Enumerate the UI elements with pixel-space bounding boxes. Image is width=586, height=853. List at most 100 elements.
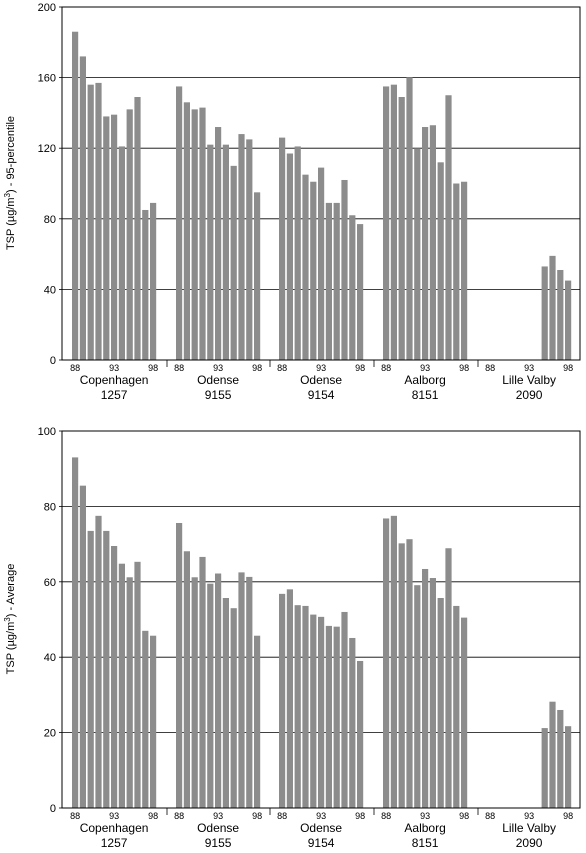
x-tick-label: 88 bbox=[70, 811, 80, 821]
bar bbox=[294, 605, 301, 808]
x-tick-label: 93 bbox=[316, 811, 326, 821]
x-tick-label: 88 bbox=[277, 811, 287, 821]
bar-group bbox=[383, 515, 468, 808]
bar bbox=[398, 97, 405, 360]
bar bbox=[437, 598, 444, 808]
group-name-label: Odense bbox=[197, 373, 239, 387]
x-tick-label: 93 bbox=[524, 363, 534, 373]
bar bbox=[357, 660, 364, 808]
bar bbox=[383, 518, 390, 808]
bar bbox=[341, 611, 348, 808]
y-tick-label: 20 bbox=[44, 728, 56, 740]
bar bbox=[254, 192, 261, 360]
group-code-label: 9155 bbox=[205, 388, 232, 402]
bar bbox=[333, 202, 340, 360]
bar bbox=[279, 137, 286, 360]
group-code-label: 9154 bbox=[308, 388, 335, 402]
bar-group bbox=[541, 255, 572, 360]
y-tick-label: 60 bbox=[44, 577, 56, 589]
group-code-label: 1257 bbox=[101, 388, 128, 402]
bar bbox=[150, 635, 157, 808]
bar bbox=[302, 605, 309, 808]
bar bbox=[390, 515, 397, 808]
x-tick-label: 93 bbox=[316, 363, 326, 373]
bar bbox=[541, 728, 548, 808]
bar bbox=[72, 457, 79, 808]
group-code-label: 2090 bbox=[516, 388, 543, 402]
bar bbox=[557, 709, 564, 808]
bar bbox=[429, 578, 436, 808]
bar bbox=[549, 255, 556, 360]
bar bbox=[445, 95, 452, 360]
bar bbox=[134, 97, 141, 360]
bar bbox=[414, 585, 421, 808]
bar bbox=[294, 146, 301, 360]
bar bbox=[183, 102, 190, 360]
bar bbox=[414, 148, 421, 360]
bar bbox=[215, 127, 222, 361]
y-tick-label: 160 bbox=[38, 73, 56, 85]
bar bbox=[406, 539, 413, 808]
bar bbox=[246, 576, 253, 808]
y-axis-label-part: ) - 95-percentile bbox=[5, 116, 17, 193]
y-tick-label: 40 bbox=[44, 284, 56, 296]
group-code-label: 8151 bbox=[412, 388, 439, 402]
group-name-label: Aalborg bbox=[404, 373, 445, 387]
bar bbox=[318, 616, 325, 808]
bar bbox=[302, 174, 309, 360]
bar bbox=[103, 530, 110, 808]
bar bbox=[445, 548, 452, 808]
bar bbox=[318, 167, 325, 360]
group-name-label: Copenhagen bbox=[80, 373, 149, 387]
bar-group bbox=[279, 137, 364, 360]
bar bbox=[557, 269, 564, 360]
bar bbox=[238, 134, 245, 360]
x-tick-label: 98 bbox=[563, 811, 573, 821]
bar bbox=[191, 109, 198, 361]
group-name-label: Lille Valby bbox=[502, 821, 556, 835]
bar bbox=[134, 561, 141, 808]
bar bbox=[87, 530, 94, 808]
y-tick-label: 0 bbox=[50, 803, 56, 815]
bar bbox=[176, 86, 183, 361]
x-tick-label: 88 bbox=[485, 363, 495, 373]
bar bbox=[126, 577, 133, 808]
x-tick-label: 93 bbox=[109, 811, 119, 821]
bar bbox=[254, 635, 261, 808]
bar bbox=[429, 125, 436, 360]
bar bbox=[286, 589, 293, 808]
bar bbox=[199, 556, 206, 808]
x-tick-label: 98 bbox=[252, 363, 262, 373]
bar bbox=[310, 614, 317, 808]
bar-group bbox=[383, 77, 468, 361]
y-tick-label: 80 bbox=[44, 501, 56, 513]
bar bbox=[207, 144, 214, 360]
bar bbox=[349, 215, 356, 360]
group-code-label: 2090 bbox=[516, 836, 543, 850]
group-code-label: 1257 bbox=[101, 836, 128, 850]
bar bbox=[87, 84, 94, 360]
bar bbox=[383, 86, 390, 361]
bar bbox=[230, 608, 237, 808]
bar bbox=[541, 266, 548, 360]
bar bbox=[230, 165, 237, 360]
bar bbox=[118, 563, 125, 808]
group-code-label: 9155 bbox=[205, 836, 232, 850]
bar bbox=[142, 630, 149, 808]
bar bbox=[103, 116, 110, 361]
x-tick-label: 98 bbox=[148, 363, 158, 373]
y-tick-label: 100 bbox=[38, 426, 56, 438]
bar bbox=[279, 593, 286, 808]
x-tick-label: 88 bbox=[485, 811, 495, 821]
bar bbox=[215, 573, 222, 808]
bar bbox=[390, 84, 397, 360]
y-tick-label: 120 bbox=[38, 143, 56, 155]
y-axis-label-part: TSP (µg/m bbox=[5, 622, 17, 675]
bar-group bbox=[72, 31, 157, 361]
x-tick-label: 98 bbox=[252, 811, 262, 821]
bar bbox=[126, 109, 133, 361]
bar bbox=[333, 626, 340, 808]
y-axis-label-superscript: 3 bbox=[3, 192, 12, 197]
